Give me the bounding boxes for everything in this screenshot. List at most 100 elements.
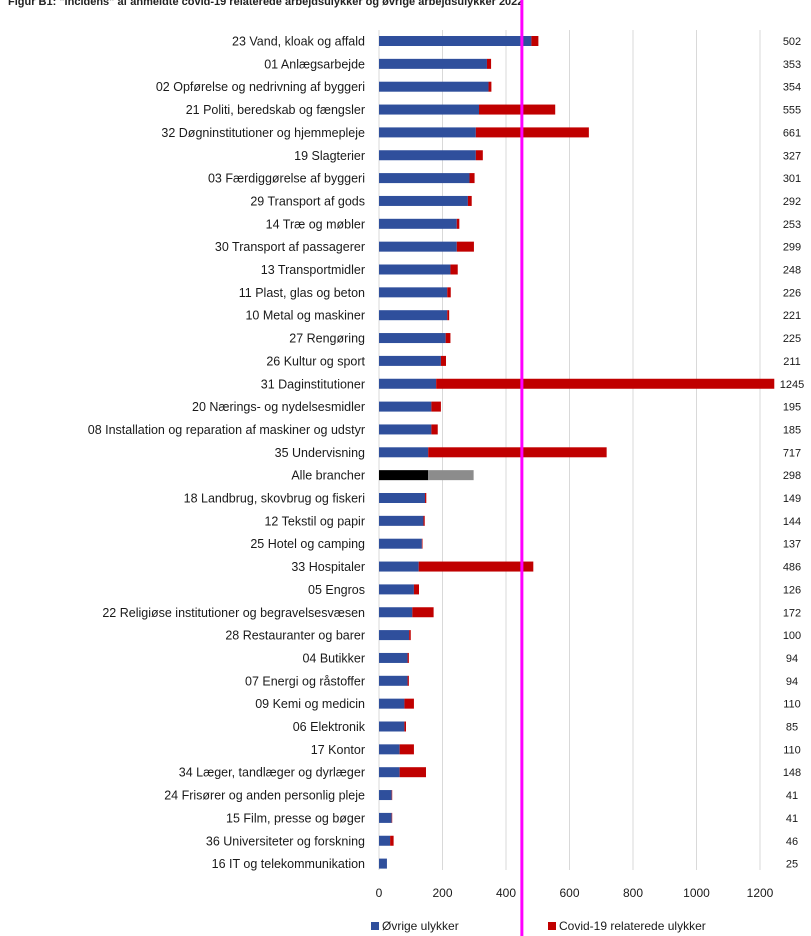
bar-covid-35 (390, 835, 394, 846)
bar-ovrige-29 (379, 698, 405, 709)
bar-covid-8 (456, 218, 460, 229)
bar-covid-7 (467, 195, 472, 206)
category-label-15: 31 Daginstitutioner (261, 377, 365, 391)
category-label-29: 09 Kemi og medicin (255, 697, 365, 711)
bar-covid-16 (431, 401, 441, 412)
bar-covid-15 (436, 378, 775, 389)
total-label-26: 100 (783, 630, 801, 642)
total-label-0: 502 (783, 36, 801, 48)
legend: Øvrige ulykker Covid-19 relaterede ulykke… (371, 919, 706, 933)
bar-covid-27 (407, 652, 409, 663)
total-label-3: 555 (783, 105, 801, 117)
category-label-34: 15 Film, presse og bøger (226, 811, 365, 825)
bar-ovrige-25 (379, 607, 413, 618)
bar-covid-6 (469, 173, 475, 184)
bar-covid-2 (488, 81, 492, 92)
bar-ovrige-17 (379, 424, 432, 435)
total-label-30: 85 (786, 722, 798, 734)
bar-covid-31 (399, 744, 414, 755)
category-label-21: 12 Tekstil og papir (264, 514, 365, 528)
bar-covid-28 (407, 675, 409, 686)
bar-ovrige-23 (379, 561, 419, 572)
bar-ovrige-1 (379, 58, 487, 69)
bar-ovrige-3 (379, 104, 480, 115)
bar-ovrige-0 (379, 36, 532, 46)
legend-swatch-1 (548, 922, 556, 930)
x-tick-label-1200: 1200 (747, 886, 774, 900)
bar-covid-26 (409, 630, 411, 641)
category-label-3: 21 Politi, beredskab og fængsler (186, 103, 365, 117)
bar-covid-21 (423, 515, 425, 526)
bar-ovrige-21 (379, 515, 424, 526)
category-label-9: 30 Transport af passagerer (215, 240, 365, 254)
total-label-20: 149 (783, 493, 801, 505)
total-label-25: 172 (783, 607, 801, 619)
total-label-28: 94 (786, 676, 798, 688)
bar-covid-34 (391, 812, 393, 823)
chart-title: Figur B1: "Incidens" af anmeldte covid-1… (8, 0, 524, 8)
legend-label-0: Øvrige ulykker (382, 919, 459, 933)
bars-layer (379, 36, 775, 869)
category-label-4: 32 Døgninstitutioner og hjemmepleje (161, 126, 365, 140)
category-label-10: 13 Transportmidler (261, 263, 365, 277)
bar-ovrige-4 (379, 127, 476, 138)
bar-ovrige-12 (379, 310, 448, 321)
category-label-7: 29 Transport af gods (250, 194, 365, 208)
bar-covid-29 (404, 698, 414, 709)
total-label-29: 110 (783, 699, 801, 711)
bar-covid-0 (531, 36, 539, 46)
bar-ovrige-28 (379, 675, 408, 686)
bar-covid-12 (447, 310, 450, 321)
category-label-20: 18 Landbrug, skovbrug og fiskeri (184, 492, 365, 506)
bar-ovrige-6 (379, 173, 470, 184)
bar-covid-18 (428, 447, 607, 458)
bar-covid-10 (450, 264, 458, 275)
bar-ovrige-15 (379, 378, 437, 389)
total-label-11: 226 (783, 287, 801, 299)
legend-swatch-0 (371, 922, 379, 930)
category-label-19: Alle brancher (291, 469, 365, 483)
bar-covid-24 (413, 584, 420, 595)
total-label-32: 148 (783, 767, 801, 779)
total-label-5: 327 (783, 150, 801, 162)
bar-covid-17 (431, 424, 438, 435)
category-label-26: 28 Restauranter og barer (225, 629, 365, 643)
x-tick-label-400: 400 (496, 886, 516, 900)
category-label-14: 26 Kultur og sport (266, 354, 365, 368)
bar-ovrige-14 (379, 355, 441, 366)
bar-covid-32 (399, 767, 426, 778)
category-label-22: 25 Hotel og camping (250, 537, 365, 551)
category-label-12: 10 Metal og maskiner (245, 309, 365, 323)
category-label-35: 36 Universiteter og forskning (206, 834, 365, 848)
bar-ovrige-33 (379, 790, 392, 801)
bar-covid-23 (418, 561, 534, 572)
bar-ovrige-5 (379, 150, 476, 161)
category-label-28: 07 Energi og råstoffer (245, 674, 365, 688)
x-tick-label-800: 800 (623, 886, 643, 900)
total-label-34: 41 (786, 813, 798, 825)
category-label-0: 23 Vand, kloak og affald (232, 35, 365, 49)
category-label-17: 08 Installation og reparation af maskine… (88, 423, 365, 437)
category-label-2: 02 Opførelse og nedrivning af byggeri (156, 80, 365, 94)
total-label-7: 292 (783, 196, 801, 208)
bar-covid-33 (391, 790, 393, 801)
bar-ovrige-19 (379, 470, 429, 481)
category-label-8: 14 Træ og møbler (266, 217, 365, 231)
total-label-33: 41 (786, 790, 798, 802)
total-label-19: 298 (783, 470, 801, 482)
bar-ovrige-2 (379, 81, 489, 92)
total-label-17: 185 (783, 424, 801, 436)
bar-covid-19 (428, 470, 474, 481)
x-tick-label-1000: 1000 (683, 886, 710, 900)
x-axis: 0 200 400 600 800 1000 1200 (376, 886, 774, 900)
total-label-6: 301 (783, 173, 801, 185)
x-tick-label-200: 200 (432, 886, 452, 900)
total-label-1: 353 (783, 59, 801, 71)
total-label-24: 126 (783, 584, 801, 596)
category-label-27: 04 Butikker (302, 651, 365, 665)
bar-covid-3 (479, 104, 556, 115)
bar-covid-11 (447, 287, 451, 298)
bar-ovrige-35 (379, 835, 391, 846)
category-label-16: 20 Nærings- og nydelsesmidler (192, 400, 365, 414)
bar-covid-5 (475, 150, 483, 161)
